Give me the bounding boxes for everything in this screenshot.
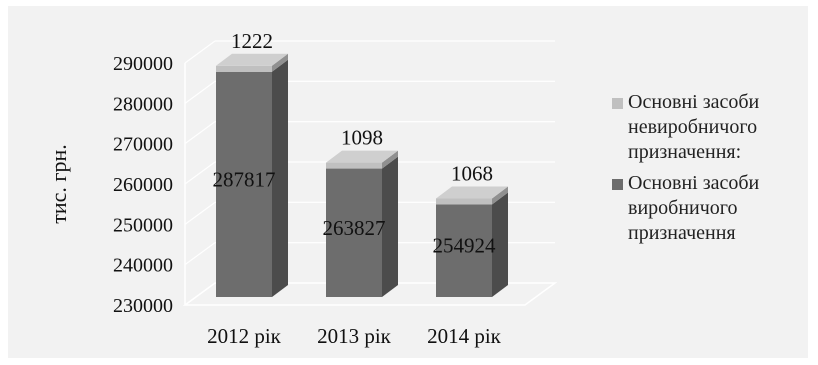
gridline-depth xyxy=(184,80,216,104)
legend-swatch-production xyxy=(612,179,623,190)
bar-nonproduction-side xyxy=(382,150,398,169)
y-tick-label: 240000 xyxy=(113,255,173,277)
data-label-production: 254924 xyxy=(433,234,497,258)
bar-production xyxy=(216,71,272,297)
y-tick-label: 230000 xyxy=(113,295,173,317)
data-label-production: 263827 xyxy=(323,216,386,240)
data-label-nonproduction: 1222 xyxy=(231,29,273,53)
x-tick-label: 2012 рік xyxy=(207,324,282,348)
legend-swatch-nonproduction xyxy=(612,98,623,109)
gridline-depth xyxy=(184,161,216,185)
bar-nonproduction-side xyxy=(492,186,508,205)
y-tick-label: 260000 xyxy=(113,174,173,196)
data-label-nonproduction: 1098 xyxy=(341,126,383,150)
legend: Основні засоби невиробничого призначення… xyxy=(608,90,808,252)
bar-nonproduction-top xyxy=(326,150,398,163)
x-tick-label: 2013 рік xyxy=(317,324,392,348)
bar-production-side xyxy=(382,156,398,297)
data-label-nonproduction: 1068 xyxy=(451,161,493,185)
legend-item-production: Основні засоби виробничого призначення xyxy=(608,171,808,246)
bar-nonproduction-top xyxy=(436,186,508,199)
gridline-depth xyxy=(184,40,216,64)
bar-nonproduction-side xyxy=(272,53,288,72)
legend-label-nonproduction: Основні засоби невиробничого призначення… xyxy=(628,91,760,163)
chart-area xyxy=(8,6,808,358)
bar-nonproduction xyxy=(216,65,272,72)
bar-nonproduction-top xyxy=(216,53,288,66)
gridline-depth xyxy=(184,121,216,145)
bar-nonproduction xyxy=(436,198,492,205)
y-tick-label: 250000 xyxy=(113,214,173,236)
y-axis-label: тис. грн. xyxy=(46,144,71,223)
bar-production xyxy=(436,204,492,297)
bar-nonproduction xyxy=(326,162,382,169)
legend-label-production: Основні засоби виробничого призначення xyxy=(628,172,760,244)
bar-production xyxy=(326,168,382,297)
y-tick-label: 280000 xyxy=(113,93,173,115)
y-tick-label: 290000 xyxy=(113,53,173,75)
x-tick-label: 2014 рік xyxy=(427,324,502,348)
gridline-depth xyxy=(184,201,216,225)
bar-production-side xyxy=(272,59,288,298)
gridline-depth xyxy=(184,242,216,266)
legend-item-nonproduction: Основні засоби невиробничого призначення… xyxy=(608,90,808,165)
floor xyxy=(182,282,558,306)
y-tick-label: 270000 xyxy=(113,134,173,156)
data-label-production: 287817 xyxy=(213,167,276,191)
bar-production-side xyxy=(492,192,508,297)
